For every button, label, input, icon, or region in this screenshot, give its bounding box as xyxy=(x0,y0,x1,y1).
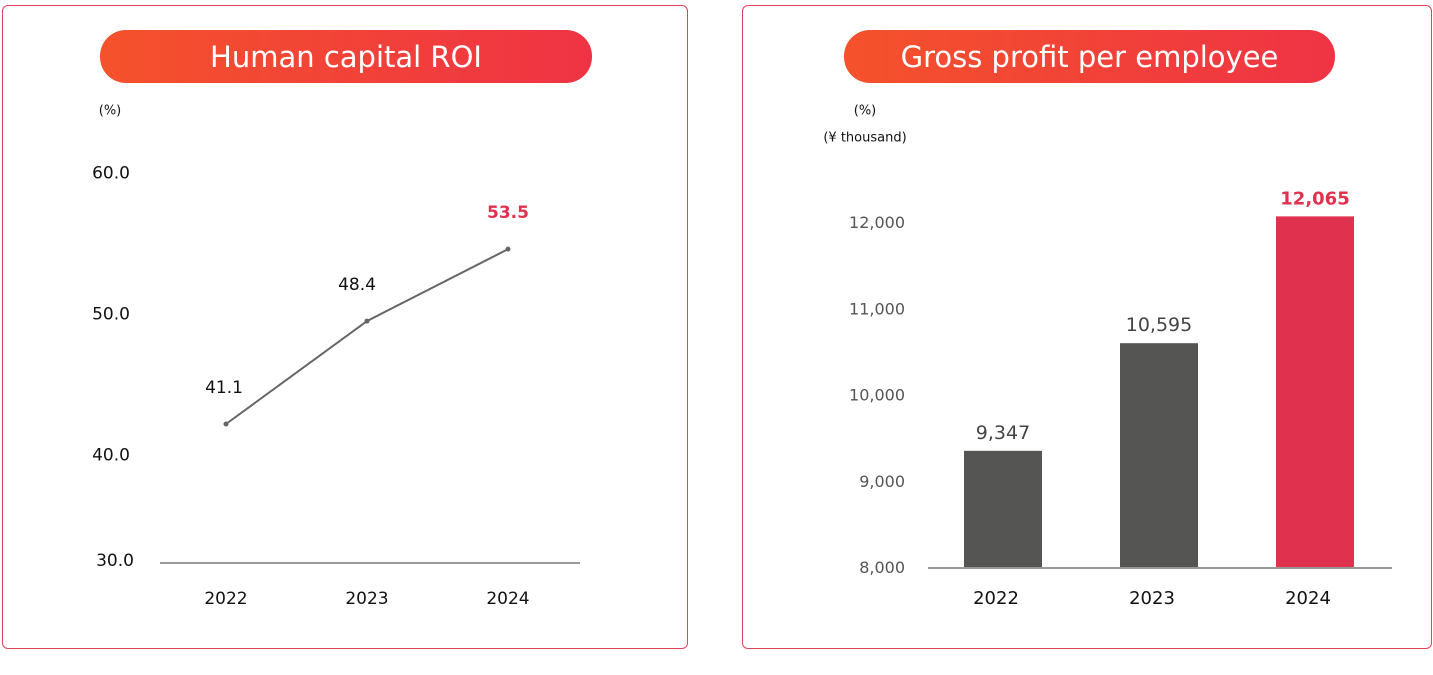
y-tick-label: 40.0 xyxy=(92,446,130,466)
data-point xyxy=(364,318,370,324)
data-label: 48.4 xyxy=(338,275,376,295)
x-tick-label: 2024 xyxy=(1285,588,1331,609)
y-tick-label: 60.0 xyxy=(92,164,130,184)
y-tick-label: 10,000 xyxy=(849,386,905,405)
x-tick-label: 2023 xyxy=(345,589,388,609)
data-point xyxy=(505,246,511,252)
y-tick-label: 11,000 xyxy=(849,299,905,318)
bar xyxy=(964,450,1042,567)
x-tick-label: 2022 xyxy=(973,588,1019,609)
data-label: 10,595 xyxy=(1126,314,1192,336)
gross-profit-panel xyxy=(742,5,1432,649)
y-tick-label: 12,000 xyxy=(849,213,905,232)
roi-panel xyxy=(2,5,688,649)
bar xyxy=(1276,216,1354,568)
data-label: 53.5 xyxy=(487,203,529,223)
data-label: 12,065 xyxy=(1280,188,1349,209)
x-tick-label: 2024 xyxy=(486,589,529,609)
gross-profit-title: Gross profit per employee xyxy=(844,30,1335,83)
roi-unit: (%) xyxy=(98,103,122,119)
x-tick-label: 2022 xyxy=(204,589,247,609)
gp-unit: (%) xyxy=(853,103,877,119)
data-point xyxy=(223,421,229,427)
bar xyxy=(1120,343,1198,567)
gp-unit-yen: (¥ thousand) xyxy=(823,130,907,146)
y-tick-label: 50.0 xyxy=(92,305,130,325)
roi-title: Human capital ROI xyxy=(100,30,592,83)
y-tick-label: 30.0 xyxy=(96,551,134,571)
data-label: 41.1 xyxy=(205,378,243,398)
y-tick-label: 9,000 xyxy=(859,472,905,491)
x-tick-label: 2023 xyxy=(1129,588,1175,609)
data-label: 9,347 xyxy=(976,422,1030,444)
y-tick-label: 8,000 xyxy=(859,558,905,577)
